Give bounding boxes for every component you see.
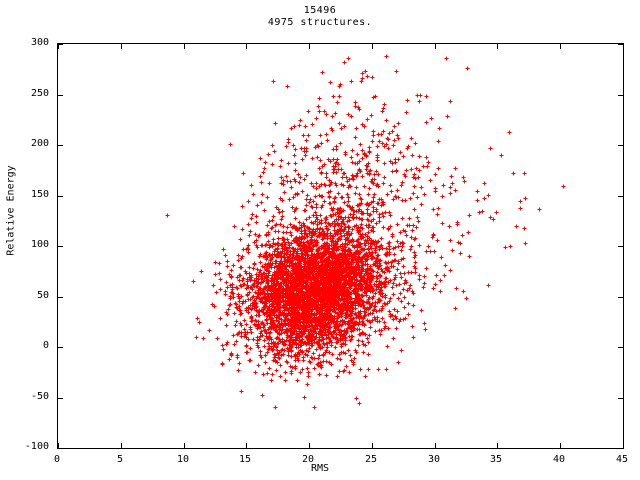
x-tick-label: 30 — [427, 454, 441, 465]
y-axis-tick — [618, 297, 623, 298]
x-axis-tick — [372, 443, 373, 448]
x-axis-tick — [309, 443, 310, 448]
y-tick-label: 100 — [30, 239, 49, 250]
x-tick-label: 0 — [53, 454, 61, 465]
plot-title-line-2: 4975 structures. — [267, 17, 373, 28]
y-axis-tick — [58, 398, 63, 399]
x-axis-tick — [435, 443, 436, 448]
x-axis-tick — [435, 44, 436, 49]
plot-title-line-1: 15496 — [303, 5, 337, 16]
x-axis-tick — [623, 443, 624, 448]
y-axis-tick — [618, 196, 623, 197]
x-tick-label: 15 — [238, 454, 252, 465]
x-tick-label: 45 — [615, 454, 629, 465]
y-tick-label: -50 — [30, 391, 49, 402]
y-tick-label: 300 — [30, 37, 49, 48]
x-tick-label: 35 — [489, 454, 503, 465]
y-axis-tick — [58, 145, 63, 146]
y-tick-label: 150 — [30, 189, 49, 200]
x-axis-tick — [560, 44, 561, 49]
x-axis-tick — [58, 44, 59, 49]
y-axis-tick — [618, 347, 623, 348]
x-axis-tick — [121, 443, 122, 448]
y-tick-label: 0 — [42, 340, 49, 351]
y-axis-tick — [618, 448, 623, 449]
y-axis-tick — [58, 246, 63, 247]
x-axis-tick — [560, 443, 561, 448]
x-axis-tick — [246, 44, 247, 49]
plot-frame — [57, 43, 624, 449]
y-tick-label: 200 — [30, 138, 49, 149]
x-axis-tick — [372, 44, 373, 49]
x-axis-tick — [121, 44, 122, 49]
x-axis-tick — [246, 443, 247, 448]
y-axis-tick — [618, 145, 623, 146]
y-axis-tick — [618, 44, 623, 45]
y-axis-tick — [618, 246, 623, 247]
x-axis-tick — [58, 443, 59, 448]
y-axis-tick — [58, 297, 63, 298]
y-axis-tick — [58, 347, 63, 348]
y-axis-tick — [58, 44, 63, 45]
y-axis-title: Relative Energy — [5, 165, 17, 256]
y-axis-tick — [618, 95, 623, 96]
x-tick-label: 25 — [364, 454, 378, 465]
scatter-points-layer — [165, 54, 566, 410]
y-tick-label: -100 — [24, 441, 49, 452]
x-axis-tick — [184, 443, 185, 448]
x-tick-label: 40 — [552, 454, 566, 465]
x-tick-label: 5 — [116, 454, 124, 465]
x-tick-label: 10 — [176, 454, 190, 465]
x-axis-tick — [623, 44, 624, 49]
plot-data-area — [58, 44, 623, 448]
x-tick-label: 20 — [301, 454, 315, 465]
x-axis-tick — [497, 443, 498, 448]
y-tick-label: 50 — [36, 290, 49, 301]
y-axis-tick — [618, 398, 623, 399]
x-axis-tick — [309, 44, 310, 49]
y-axis-tick — [58, 196, 63, 197]
y-axis-tick — [58, 448, 63, 449]
plot-title-block: 15496 4975 structures. — [0, 5, 640, 29]
x-axis-tick — [497, 44, 498, 49]
y-axis-tick — [58, 95, 63, 96]
x-axis-title: RMS — [310, 463, 330, 474]
y-tick-label: 250 — [30, 88, 49, 99]
x-axis-tick — [184, 44, 185, 49]
